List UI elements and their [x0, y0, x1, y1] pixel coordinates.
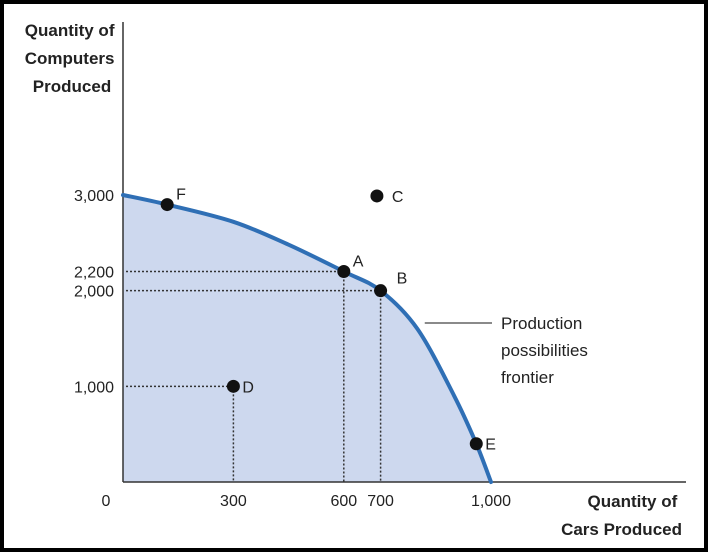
point-f [160, 198, 174, 212]
point-label-c: C [392, 189, 404, 206]
frontier-curve [121, 193, 493, 484]
y-tick-label: 2,000 [74, 284, 114, 301]
point-label-b: B [397, 271, 408, 288]
point-d [226, 379, 240, 393]
y-axis-title: Quantity of Computers Produced [25, 21, 119, 96]
point-c [370, 189, 384, 203]
x-axis-title: Quantity of Cars Produced [561, 492, 682, 539]
y-tick-label: 3,000 [74, 188, 114, 205]
point-a [337, 265, 351, 279]
frontier-annotation: Production possibilities frontier [501, 314, 593, 387]
tick-labels: 300 600 700 1,000 1,000 2,000 2,200 3,000 [74, 188, 511, 510]
x-tick-label: 1,000 [471, 493, 511, 510]
point-label-d: D [242, 379, 254, 396]
point-label-a: A [353, 254, 364, 271]
y-tick-label: 1,000 [74, 379, 114, 396]
x-tick-label: 700 [367, 493, 394, 510]
feasible-region-fill [123, 195, 491, 482]
point-label-f: F [176, 187, 186, 204]
point-e [469, 437, 483, 451]
point-label-e: E [485, 437, 496, 454]
production-possibilities-chart: F C A B D E 300 600 700 1,000 1,000 2,000 2,200 3,00… [25, 21, 686, 539]
data-points: F C A B D E [160, 187, 496, 454]
x-tick-label: 600 [330, 493, 357, 510]
origin-label: 0 [102, 493, 111, 510]
x-tick-label: 300 [220, 493, 247, 510]
y-tick-label: 2,200 [74, 265, 114, 282]
point-b [374, 284, 388, 298]
guide-lines [126, 270, 382, 482]
